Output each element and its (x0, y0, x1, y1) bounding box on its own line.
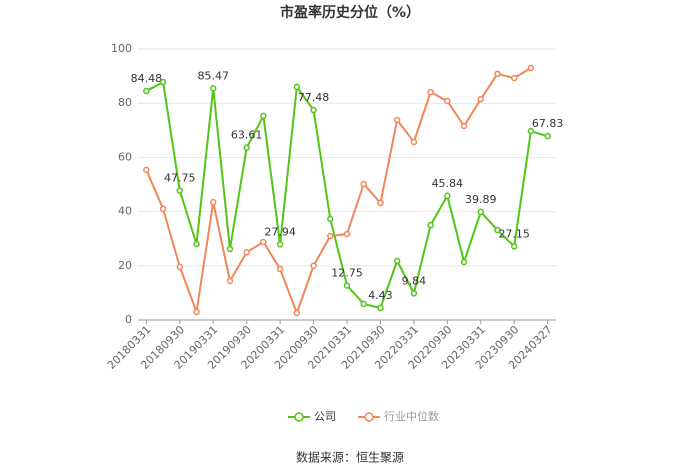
data-label: 4.43 (368, 289, 393, 302)
point (209, 198, 217, 206)
point (477, 95, 485, 103)
point (293, 83, 301, 91)
point (343, 282, 351, 289)
point (143, 166, 150, 174)
data-label: 39.89 (465, 193, 497, 206)
data-label: 27.94 (264, 225, 296, 238)
point (176, 187, 184, 194)
data-label: 45.84 (432, 177, 464, 190)
point (460, 258, 468, 266)
point (477, 208, 485, 216)
point (276, 265, 284, 273)
point (260, 238, 267, 246)
point (444, 97, 451, 105)
point (209, 85, 217, 92)
point (527, 64, 535, 72)
y-tick-label: 100 (111, 42, 132, 55)
point (193, 240, 200, 248)
point (410, 138, 418, 146)
point (310, 106, 317, 114)
point (343, 230, 351, 238)
point (276, 241, 284, 248)
point (243, 249, 250, 256)
data-label: 84.48 (131, 72, 163, 85)
point (360, 300, 367, 308)
point (293, 309, 301, 317)
data-label: 77.48 (298, 91, 330, 104)
point (143, 87, 150, 95)
point (427, 221, 434, 229)
y-tick-label: 80 (118, 96, 132, 109)
point (226, 277, 234, 285)
chart-title: 市盈率历史分位（%） (280, 4, 420, 21)
legend-marker (294, 412, 304, 422)
point (427, 88, 434, 96)
legend-label: 公司 (314, 410, 336, 423)
point (310, 262, 317, 270)
legend-label: 行业中位数 (384, 409, 439, 423)
data-label: 47.75 (164, 172, 196, 185)
point (193, 308, 200, 316)
data-label: 27.15 (498, 227, 530, 240)
point (393, 257, 401, 265)
point (176, 263, 184, 271)
point (260, 112, 267, 120)
point (494, 70, 501, 78)
data-label: 85.47 (197, 69, 229, 82)
data-label: 9.84 (402, 274, 427, 287)
point (226, 245, 234, 253)
point (159, 78, 167, 86)
point (377, 199, 384, 207)
y-tick-label: 20 (118, 259, 132, 272)
point (494, 226, 501, 234)
data-label: 67.83 (532, 117, 564, 130)
point (510, 243, 518, 250)
point (360, 180, 367, 188)
point (243, 144, 250, 151)
y-tick-label: 60 (118, 150, 132, 163)
y-tick-label: 0 (125, 313, 132, 326)
y-tick-label: 40 (118, 205, 132, 218)
point (444, 192, 451, 200)
point (159, 205, 167, 213)
legend-marker (364, 412, 374, 422)
point (410, 290, 418, 297)
source-note: 数据来源：恒生聚源 (296, 450, 404, 465)
point (327, 232, 334, 240)
point (527, 127, 535, 135)
point (510, 74, 518, 82)
point (327, 215, 334, 223)
data-label: 63.61 (231, 129, 263, 142)
point (460, 122, 468, 130)
point (393, 116, 401, 124)
series-line (145, 67, 532, 316)
point (544, 132, 551, 140)
data-label: 12.75 (331, 266, 363, 279)
point (377, 304, 384, 312)
